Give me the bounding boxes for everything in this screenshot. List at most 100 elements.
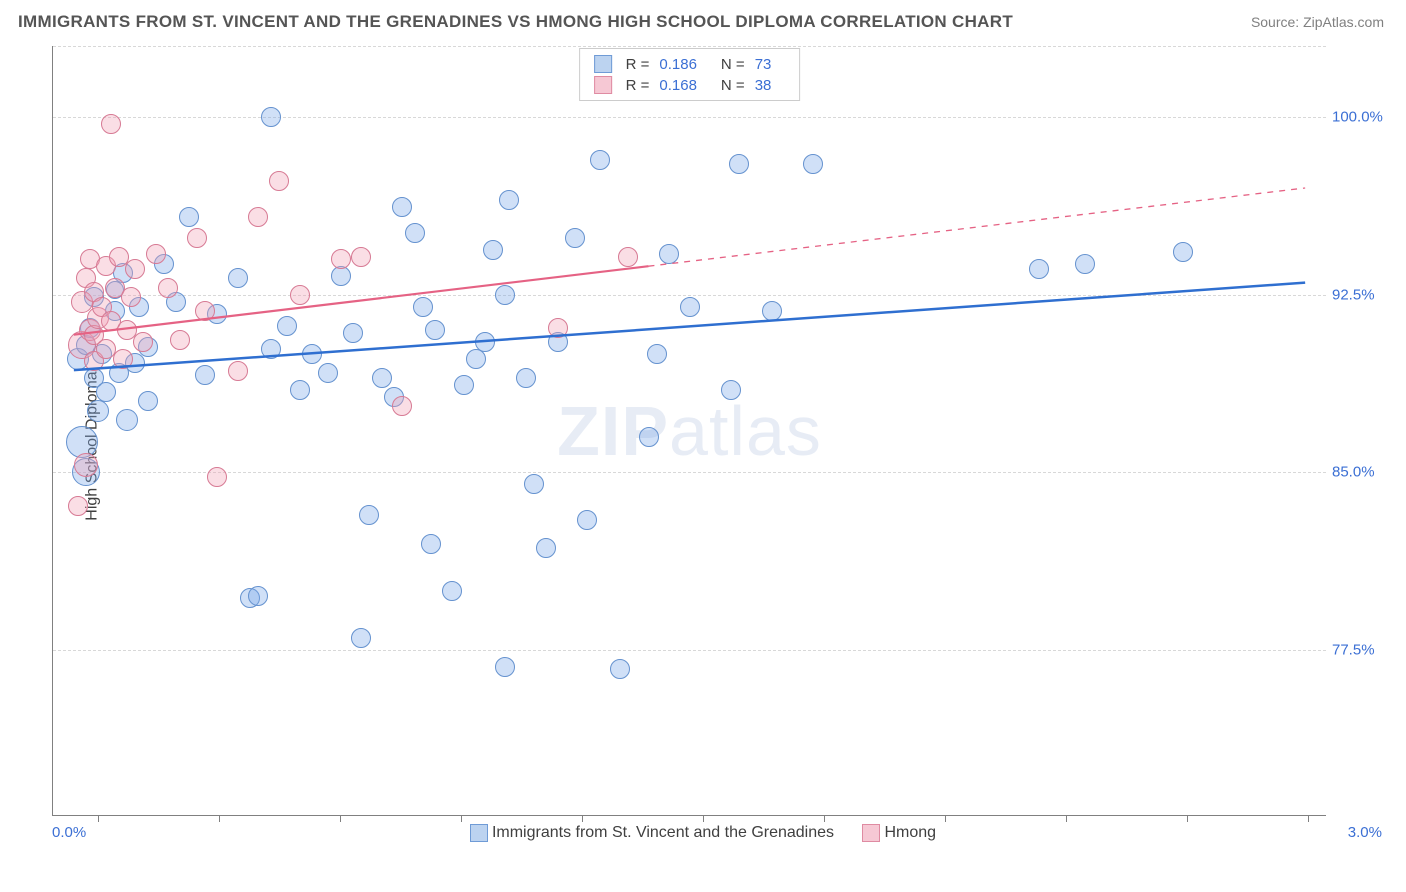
data-point (302, 344, 322, 364)
trend-lines (53, 46, 1326, 815)
chart-container: IMMIGRANTS FROM ST. VINCENT AND THE GREN… (0, 0, 1406, 892)
y-tick-label: 85.0% (1332, 464, 1400, 481)
data-point (261, 339, 281, 359)
data-point (499, 190, 519, 210)
data-point (680, 297, 700, 317)
data-point (610, 659, 630, 679)
x-tick (824, 815, 825, 822)
data-point (158, 278, 178, 298)
data-point (516, 368, 536, 388)
y-tick-label: 100.0% (1332, 109, 1400, 126)
x-tick (219, 815, 220, 822)
x-tick (340, 815, 341, 822)
plot-area: ZIPatlas R = 0.186 N = 73 R = 0.168 N = … (52, 46, 1326, 816)
legend-swatch-blue (594, 55, 612, 73)
data-point (392, 197, 412, 217)
data-point (87, 400, 109, 422)
legend-swatch-pink-icon (862, 824, 880, 842)
chart-title: IMMIGRANTS FROM ST. VINCENT AND THE GREN… (18, 12, 1013, 32)
data-point (536, 538, 556, 558)
legend-swatch-blue-icon (470, 824, 488, 842)
data-point (1075, 254, 1095, 274)
data-point (195, 365, 215, 385)
grid-line (53, 650, 1326, 651)
data-point (425, 320, 445, 340)
data-point (318, 363, 338, 383)
data-point (729, 154, 749, 174)
grid-line (53, 295, 1326, 296)
x-tick (1066, 815, 1067, 822)
data-point (577, 510, 597, 530)
data-point (351, 628, 371, 648)
data-point (762, 301, 782, 321)
data-point (74, 453, 98, 477)
data-point (179, 207, 199, 227)
legend-item-blue: Immigrants from St. Vincent and the Gren… (470, 824, 834, 842)
data-point (454, 375, 474, 395)
data-point (405, 223, 425, 243)
data-point (68, 496, 88, 516)
data-point (138, 391, 158, 411)
data-point (170, 330, 190, 350)
grid-line (53, 117, 1326, 118)
data-point (548, 318, 568, 338)
watermark-light: atlas (669, 392, 822, 470)
stat-r-label: R = (626, 77, 650, 94)
data-point (133, 332, 153, 352)
x-tick (945, 815, 946, 822)
data-point (1029, 259, 1049, 279)
data-point (331, 249, 351, 269)
stat-n-label: N = (721, 77, 745, 94)
data-point (372, 368, 392, 388)
data-point (647, 344, 667, 364)
data-point (290, 285, 310, 305)
data-point (475, 332, 495, 352)
legend-item-pink: Hmong (862, 824, 936, 842)
data-point (290, 380, 310, 400)
data-point (565, 228, 585, 248)
data-point (659, 244, 679, 264)
data-point (101, 114, 121, 134)
legend-label-pink: Hmong (884, 824, 936, 842)
data-point (413, 297, 433, 317)
data-point (248, 207, 268, 227)
watermark: ZIPatlas (557, 391, 822, 471)
data-point (228, 268, 248, 288)
data-point (121, 287, 141, 307)
data-point (721, 380, 741, 400)
data-point (483, 240, 503, 260)
data-point (351, 247, 371, 267)
stat-n-label: N = (721, 56, 745, 73)
x-tick (461, 815, 462, 822)
y-tick-label: 92.5% (1332, 286, 1400, 303)
data-point (343, 323, 363, 343)
data-point (125, 259, 145, 279)
data-point (618, 247, 638, 267)
stat-r-label: R = (626, 56, 650, 73)
data-point (116, 409, 138, 431)
data-point (146, 244, 166, 264)
data-point (269, 171, 289, 191)
y-tick-label: 77.5% (1332, 642, 1400, 659)
data-point (96, 382, 116, 402)
data-point (277, 316, 297, 336)
legend-stats: R = 0.186 N = 73 R = 0.168 N = 38 (579, 48, 801, 101)
data-point (187, 228, 207, 248)
legend-label-blue: Immigrants from St. Vincent and the Gren… (492, 824, 834, 842)
data-point (261, 107, 281, 127)
data-point (392, 396, 412, 416)
data-point (1173, 242, 1193, 262)
x-tick (1187, 815, 1188, 822)
data-point (195, 301, 215, 321)
data-point (442, 581, 462, 601)
data-point (495, 285, 515, 305)
stat-n-value-blue: 73 (755, 56, 772, 73)
legend-stats-row-2: R = 0.168 N = 38 (594, 76, 786, 94)
data-point (113, 349, 133, 369)
stat-r-value-blue: 0.186 (659, 56, 697, 73)
data-point (421, 534, 441, 554)
data-point (359, 505, 379, 525)
data-point (524, 474, 544, 494)
data-point (248, 586, 268, 606)
stat-n-value-pink: 38 (755, 77, 772, 94)
